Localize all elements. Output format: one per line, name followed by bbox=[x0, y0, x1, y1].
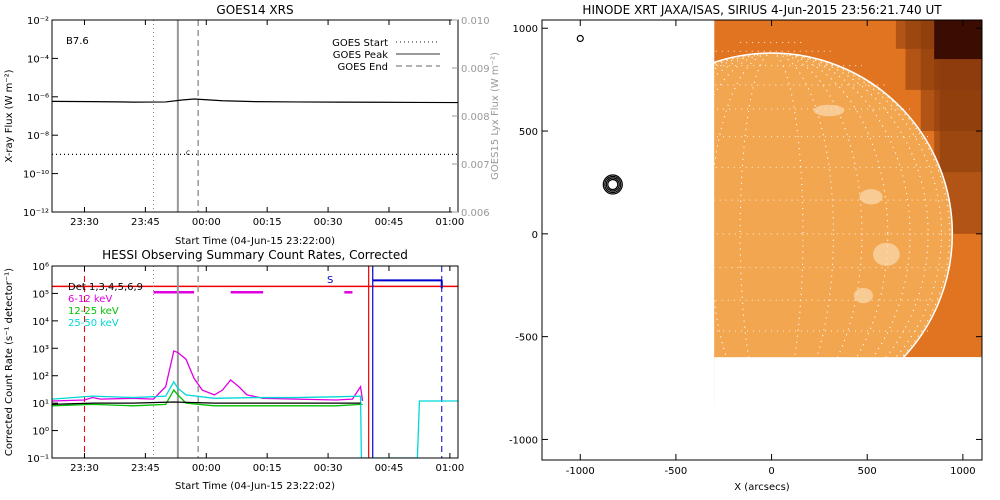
goes-y2-tick-label: 0.009 bbox=[461, 64, 490, 75]
hessi-legend-label: 25-50 keV bbox=[68, 318, 119, 329]
goes-y2-tick-label: 0.007 bbox=[461, 160, 490, 171]
xrt-grid-longitude bbox=[614, 52, 929, 416]
hessi-plot-frame bbox=[51, 265, 459, 459]
goes-plot-frame bbox=[51, 19, 459, 213]
hessi-x-tick-label: 00:15 bbox=[253, 463, 282, 474]
goes-panel: GOES14 XRS 23:30 23:45 00:00 00:15 00:30 00:4… bbox=[4, 3, 501, 247]
hessi-y-tick-label: 10² bbox=[32, 372, 49, 383]
xrt-plot-frame bbox=[541, 19, 983, 461]
goes-y-tick-label: 10⁻¹² bbox=[23, 208, 49, 219]
xrt-bright-region bbox=[872, 242, 900, 266]
hessi-x-tick-label: 23:45 bbox=[131, 463, 160, 474]
xrt-x-tick-label: 1000 bbox=[950, 466, 975, 477]
xrt-x-tick-label: 500 bbox=[858, 466, 877, 477]
xrt-y-tick-label: -500 bbox=[515, 333, 538, 344]
goes-flare-class: B7.6 bbox=[66, 36, 89, 47]
hessi-y-axis-label: Corrected Count Rate (s⁻¹ detector⁻¹) bbox=[4, 268, 15, 456]
goes-x-tick-label: 23:30 bbox=[70, 217, 99, 228]
goes-y2-tick-label: 0.008 bbox=[461, 112, 490, 123]
hessi-x-tick-label: 00:00 bbox=[192, 463, 221, 474]
hessi-x-tick-label: 01:00 bbox=[435, 463, 464, 474]
goes-y2-tick-label: 0.006 bbox=[461, 208, 490, 219]
xrt-bright-region bbox=[859, 189, 883, 205]
hessi-x-axis-label: Start Time (04-Jun-15 23:22:02) bbox=[175, 481, 335, 492]
xrt-x-tick-label: -500 bbox=[665, 466, 688, 477]
goes-y2-axis-label: GOES15 Lyx Flux (W m⁻²) bbox=[490, 52, 501, 180]
xrt-contour bbox=[605, 177, 620, 192]
goes-legend-label: GOES Peak bbox=[333, 50, 388, 61]
xrt-contour bbox=[607, 178, 619, 191]
hessi-x-tick-label: 00:45 bbox=[375, 463, 404, 474]
goes-legend-label: GOES End bbox=[338, 62, 388, 73]
goes-x-tick-label: 01:00 bbox=[435, 217, 464, 228]
goes-y-axis-label: X-ray Flux (W m⁻²) bbox=[4, 69, 15, 162]
goes-y2-tick-label: 0.010 bbox=[461, 16, 490, 27]
xrt-grid-longitude bbox=[601, 52, 942, 416]
xrt-x-tick-label: -1000 bbox=[566, 466, 595, 477]
hessi-legend-label: Det 1,3,4,5,6,9 bbox=[68, 282, 143, 293]
xrt-dark-corner bbox=[934, 20, 982, 60]
goes-x-tick-label: 23:45 bbox=[131, 217, 160, 228]
xrt-y-tick-label: 1000 bbox=[513, 24, 538, 35]
xrt-bright-region bbox=[853, 287, 873, 304]
xrt-y-tick-label: 500 bbox=[519, 127, 538, 138]
hessi-series-line-3 bbox=[52, 401, 361, 406]
hessi-panel: HESSI Observing Summary Count Rates, Cor… bbox=[4, 248, 464, 492]
hessi-y-tick-label: 10⁴ bbox=[32, 317, 49, 328]
xrt-bright-region bbox=[813, 104, 845, 117]
goes-y-tick-label: 10⁻² bbox=[27, 16, 49, 27]
goes-y-tick-label: 10⁻⁴ bbox=[27, 54, 49, 65]
hessi-legend-label: 12-25 keV bbox=[68, 306, 119, 317]
goes-y-tick-label: 10⁻⁶ bbox=[27, 93, 49, 104]
hessi-legend-label: 6-12 keV bbox=[68, 294, 112, 305]
hessi-y-tick-label: 10⁻¹ bbox=[27, 454, 49, 465]
xrt-y-tick-label: 0 bbox=[532, 230, 538, 241]
goes-x-tick-label: 00:30 bbox=[314, 217, 343, 228]
xrt-grid-longitude bbox=[709, 52, 834, 416]
hessi-s-label: S bbox=[327, 275, 333, 286]
xrt-small-circle bbox=[576, 34, 584, 43]
goes-legend-label: GOES Start bbox=[332, 38, 388, 49]
xrt-title: HINODE XRT JAXA/ISAS, SIRIUS 4-Jun-2015 … bbox=[582, 3, 942, 17]
hessi-y-tick-label: 10³ bbox=[32, 344, 49, 355]
xrt-grid-longitude bbox=[739, 52, 804, 416]
goes-x-axis-label: Start Time (04-Jun-15 23:22:00) bbox=[175, 236, 335, 247]
hessi-series-line-2 bbox=[52, 380, 458, 458]
hessi-title: HESSI Observing Summary Count Rates, Cor… bbox=[102, 248, 408, 262]
goes-y-tick-label: 10⁻⁸ bbox=[27, 131, 49, 142]
xrt-x-axis-label: X (arcsecs) bbox=[734, 482, 790, 493]
goes-flux-line bbox=[52, 98, 458, 104]
xrt-grid-longitude bbox=[593, 52, 951, 416]
goes-y-tick-label: 10⁻¹⁰ bbox=[23, 170, 49, 181]
goes-small-label: C bbox=[186, 150, 190, 157]
hessi-y-tick-label: 10¹ bbox=[32, 399, 49, 410]
xrt-grid-longitude bbox=[654, 52, 889, 416]
goes-title: GOES14 XRS bbox=[216, 3, 293, 17]
hessi-series-line-1 bbox=[52, 388, 363, 407]
hessi-x-tick-label: 00:30 bbox=[314, 463, 343, 474]
xrt-x-tick-label: 0 bbox=[768, 466, 774, 477]
hessi-series-line-0 bbox=[52, 350, 364, 402]
goes-x-tick-label: 00:45 bbox=[375, 217, 404, 228]
xrt-panel: HINODE XRT JAXA/ISAS, SIRIUS 4-Jun-2015 … bbox=[509, 3, 983, 493]
xrt-y-tick-label: -1000 bbox=[509, 435, 538, 446]
xrt-grid-longitude bbox=[680, 52, 863, 416]
xrt-mask-bottom bbox=[714, 357, 982, 460]
goes-x-tick-label: 00:15 bbox=[253, 217, 282, 228]
goes-x-tick-label: 00:00 bbox=[192, 217, 221, 228]
hessi-y-tick-label: 10⁶ bbox=[32, 262, 49, 273]
hessi-y-tick-label: 10⁰ bbox=[32, 427, 49, 438]
xrt-contour bbox=[604, 175, 622, 194]
xrt-contour bbox=[602, 174, 623, 195]
hessi-x-tick-label: 23:30 bbox=[70, 463, 99, 474]
hessi-y-tick-label: 10⁵ bbox=[32, 289, 49, 300]
xrt-mask-left bbox=[542, 20, 715, 460]
